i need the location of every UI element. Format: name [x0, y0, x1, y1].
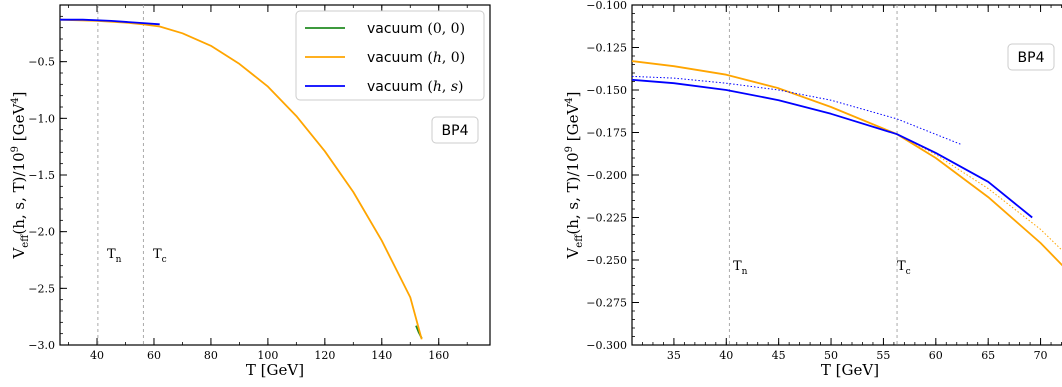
y-tick-label: −1.0: [28, 112, 55, 125]
left-annotation-tn: Tn: [107, 247, 122, 265]
left-annotation-tc: Tc: [153, 247, 167, 265]
y-tick-label: −0.125: [586, 42, 627, 55]
series-line-2: [60, 18, 160, 26]
right-x-axis-label: T [GeV]: [821, 361, 879, 379]
y-tick-label: −1.5: [28, 169, 55, 182]
right-ticks: 35 40 45 50 55 60 65 70 −0.100 −0.125 −0.150 −0.175…: [586, 0, 1062, 362]
left-bp4-label: BP4: [442, 123, 469, 139]
left-x-axis-label: T [GeV]: [246, 361, 304, 379]
y-tick-label: −0.100: [586, 0, 627, 12]
y-tick-label: −2.0: [28, 226, 55, 239]
left-series: [60, 18, 423, 340]
y-tick-label: −0.225: [586, 212, 627, 225]
y-tick-label: −0.175: [586, 127, 627, 140]
series-line-0: [632, 60, 1062, 267]
y-tick-label: −0.250: [586, 254, 627, 267]
left-legend: vacuum (0, 0) vacuum (h, 0) vacuum (h, s…: [295, 10, 485, 101]
legend-label-2: vacuum (h, s): [367, 79, 463, 95]
x-tick-label: 40: [719, 349, 733, 362]
x-tick-label: 80: [204, 349, 218, 362]
y-tick-label: −0.275: [586, 297, 627, 310]
y-tick-label: −0.150: [586, 84, 627, 97]
right-bp4-box: [1007, 43, 1055, 71]
right-bp4-label: BP4: [1018, 50, 1045, 66]
x-tick-label: 70: [1034, 349, 1048, 362]
series-line-1: [896, 133, 1062, 251]
left-bp4-box: [431, 116, 479, 144]
x-tick-label: 60: [929, 349, 943, 362]
series-line-3: [632, 75, 962, 145]
legend-frame: [295, 10, 485, 101]
y-tick-label: −0.300: [586, 339, 627, 352]
right-y-axis-label: Veff(h, s, T)/109 [GeV4]: [564, 91, 585, 259]
left-ticks: 40 60 80 100 120 140 160 −0.5 −1.0 −1.5 −2.0 −2.5 −3…: [28, 4, 468, 362]
legend-label-1: vacuum (h, 0): [367, 50, 465, 66]
right-series: [632, 60, 1062, 267]
right-chart: 35 40 45 50 55 60 65 70 −0.100 −0.125 −0.150 −0.175…: [564, 0, 1062, 379]
y-tick-label: −2.5: [28, 282, 55, 295]
x-tick-label: 40: [90, 349, 104, 362]
x-tick-label: 120: [314, 349, 335, 362]
x-tick-label: 140: [371, 349, 392, 362]
x-tick-label: 35: [667, 349, 681, 362]
right-annotation-tc: Tc: [897, 259, 911, 277]
x-tick-label: 55: [876, 349, 890, 362]
x-tick-label: 60: [147, 349, 161, 362]
x-tick-label: 100: [257, 349, 278, 362]
x-tick-label: 160: [428, 349, 449, 362]
left-chart: 40 60 80 100 120 140 160 −0.5 −1.0 −1.5 −2.0 −2.5 −3…: [10, 4, 491, 379]
y-tick-label: −0.5: [28, 56, 55, 69]
right-plot-frame: [631, 4, 1062, 346]
left-y-axis-label: Veff(h, s, T)/109 [GeV4]: [10, 91, 31, 259]
legend-label-0: vacuum (0, 0): [367, 21, 465, 37]
x-tick-label: 50: [824, 349, 838, 362]
y-tick-label: −3.0: [28, 339, 55, 352]
y-tick-label: −0.200: [586, 169, 627, 182]
right-annotation-tn: Tn: [733, 259, 748, 277]
x-tick-label: 65: [981, 349, 995, 362]
x-tick-label: 45: [772, 349, 786, 362]
series-line-2: [632, 78, 1033, 219]
